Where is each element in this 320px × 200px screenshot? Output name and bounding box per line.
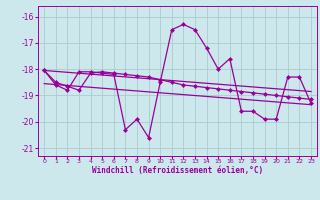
X-axis label: Windchill (Refroidissement éolien,°C): Windchill (Refroidissement éolien,°C) xyxy=(92,166,263,175)
